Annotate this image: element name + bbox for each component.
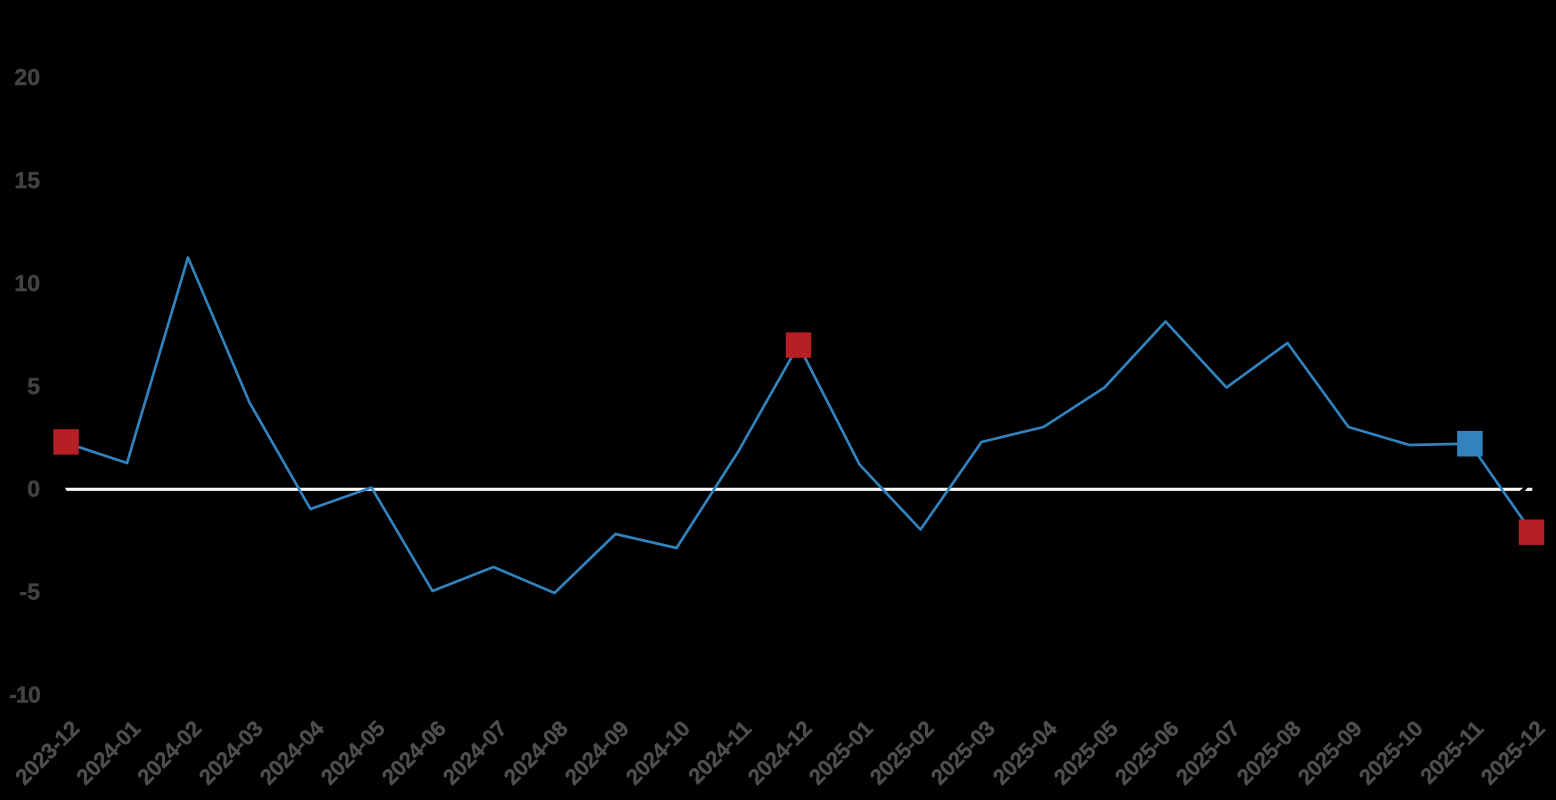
svg-text:5: 5 [27, 373, 40, 399]
svg-text:-10: -10 [9, 681, 40, 707]
svg-text:0: 0 [27, 476, 40, 502]
svg-text:-5: -5 [20, 579, 41, 605]
svg-text:20: 20 [14, 64, 40, 90]
svg-text:10: 10 [14, 270, 40, 296]
svg-text:15: 15 [14, 167, 40, 193]
